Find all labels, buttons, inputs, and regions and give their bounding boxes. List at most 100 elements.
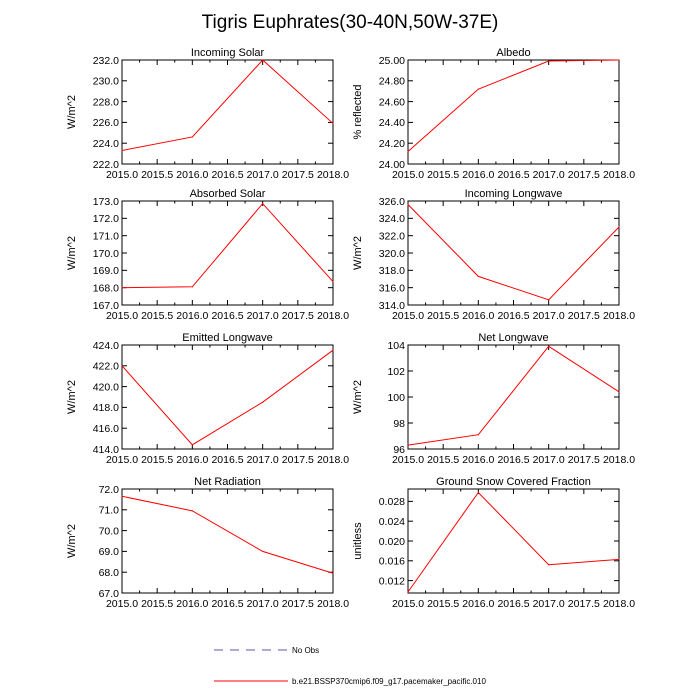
y-tick-label: 168.0 (93, 282, 119, 294)
y-tick-label: 100 (387, 392, 405, 404)
data-point (191, 444, 193, 446)
data-point (618, 558, 620, 560)
data-point (262, 550, 264, 553)
panel-net-radiation: Net Radiation W/m^2 2015.0 2015.5 2016.0 2016… (66, 476, 349, 610)
y-tick-label: 230.0 (93, 76, 119, 88)
series-line-net-longwave (407, 345, 620, 446)
y-tick-label: 71.0 (99, 505, 120, 517)
data-point (191, 136, 193, 138)
x-tick-label: 2016.5 (211, 310, 243, 322)
x-tick-label: 2015.5 (141, 169, 173, 181)
y-tick-label: 72.0 (99, 484, 120, 496)
x-tick-label: 2015.5 (427, 310, 459, 322)
panel-title: Emitted Longwave (182, 332, 273, 344)
data-point (262, 401, 264, 403)
y-tick-label: 98 (393, 418, 405, 430)
data-point (477, 491, 479, 494)
panel-title: Incoming Solar (191, 47, 265, 59)
x-tick-label: 2017.5 (568, 169, 600, 181)
panel-title: Absorbed Solar (190, 188, 266, 200)
y-axis-label: W/m^2 (352, 236, 364, 270)
data-point (407, 203, 409, 206)
y-tick-label: 69.0 (99, 546, 120, 558)
legend-obs-label: No Obs (292, 646, 319, 655)
x-tick-label: 2016.0 (462, 454, 494, 466)
y-tick-label: 24.00 (379, 159, 405, 171)
x-tick-label: 2016.0 (176, 310, 208, 322)
y-tick-label: 314.0 (379, 300, 405, 312)
x-tick-label: 2016.0 (462, 169, 494, 181)
x-tick-label: 2018.0 (603, 310, 635, 322)
y-tick-label: 0.012 (379, 575, 405, 587)
x-tick-label: 2016.5 (211, 598, 243, 610)
x-tick-label: 2017.5 (282, 310, 314, 322)
x-tick-label: 2016.0 (176, 454, 208, 466)
y-axis-label: W/m^2 (352, 380, 364, 414)
y-tick-label: 104 (387, 340, 405, 352)
data-point (191, 510, 193, 512)
panel-net-longwave: Net Longwave W/m^2 2015.0 2015.5 2016.0 2016.… (352, 332, 635, 466)
data-point (332, 281, 334, 283)
data-point (548, 564, 550, 566)
y-tick-label: 102 (387, 366, 405, 378)
data-point (618, 391, 620, 393)
x-tick-label: 2017.0 (247, 310, 279, 322)
data-point (477, 88, 479, 90)
plot-frame (121, 344, 334, 450)
x-tick-label: 2016.0 (176, 169, 208, 181)
y-axis-label: % reflected (352, 84, 364, 139)
y-tick-label: 416.0 (93, 423, 119, 435)
y-axis-label: W/m^2 (66, 380, 78, 414)
x-tick-label: 2018.0 (603, 169, 635, 181)
x-tick-label: 2017.0 (533, 598, 565, 610)
x-tick-label: 2017.0 (533, 454, 565, 466)
plot-frame (121, 200, 334, 306)
x-tick-label: 2018.0 (603, 598, 635, 610)
y-tick-label: 70.0 (99, 525, 120, 537)
panel-incoming-longwave: Incoming Longwave W/m^2 2015.0 2015.5 2016.0… (352, 188, 635, 322)
data-point (477, 434, 479, 436)
x-tick-label: 2016.0 (176, 598, 208, 610)
x-tick-label: 2016.5 (211, 454, 243, 466)
y-tick-label: 24.60 (379, 96, 405, 108)
y-tick-label: 424.0 (93, 340, 119, 352)
data-point (618, 59, 620, 61)
data-point (262, 59, 264, 61)
x-tick-label: 2015.0 (106, 598, 138, 610)
series-line-ground-snow-covered-fraction (407, 491, 620, 593)
x-tick-label: 2018.0 (317, 454, 349, 466)
y-axis-label: W/m^2 (66, 236, 78, 270)
y-axis-label: unitless (352, 522, 364, 560)
panel-albedo: Albedo % reflected 2015.0 2015.5 2016.0 2016.… (352, 47, 635, 181)
y-tick-label: 322.0 (379, 230, 405, 242)
series-line-albedo (407, 59, 620, 152)
data-point (191, 286, 193, 288)
y-tick-label: 418.0 (93, 402, 119, 414)
panel-title: Net Longwave (478, 332, 548, 344)
data-point (407, 591, 409, 593)
x-tick-label: 2018.0 (317, 169, 349, 181)
figure-title: Tigris Euphrates(30-40N,50W-37E) (202, 12, 499, 33)
y-tick-label: 24.80 (379, 76, 405, 88)
x-tick-label: 2016.0 (462, 310, 494, 322)
x-tick-label: 2015.5 (427, 598, 459, 610)
series-line-incoming-longwave (407, 204, 620, 301)
y-tick-label: 232.0 (93, 55, 119, 67)
data-point (618, 226, 620, 228)
y-tick-label: 226.0 (93, 117, 119, 129)
x-tick-label: 2017.0 (533, 310, 565, 322)
data-point (332, 349, 334, 351)
data-point (332, 572, 334, 574)
y-tick-label: 167.0 (93, 300, 119, 312)
y-tick-label: 68.0 (99, 567, 120, 579)
y-tick-label: 0.020 (379, 536, 405, 548)
panel-ground-snow-covered-fraction: Ground Snow Covered Fraction unitless 2015… (352, 476, 635, 610)
y-tick-label: 0.028 (379, 496, 405, 508)
y-tick-label: 171.0 (93, 230, 119, 242)
x-tick-label: 2016.5 (497, 454, 529, 466)
x-tick-label: 2017.5 (568, 598, 600, 610)
panel-title: Ground Snow Covered Fraction (436, 476, 591, 488)
